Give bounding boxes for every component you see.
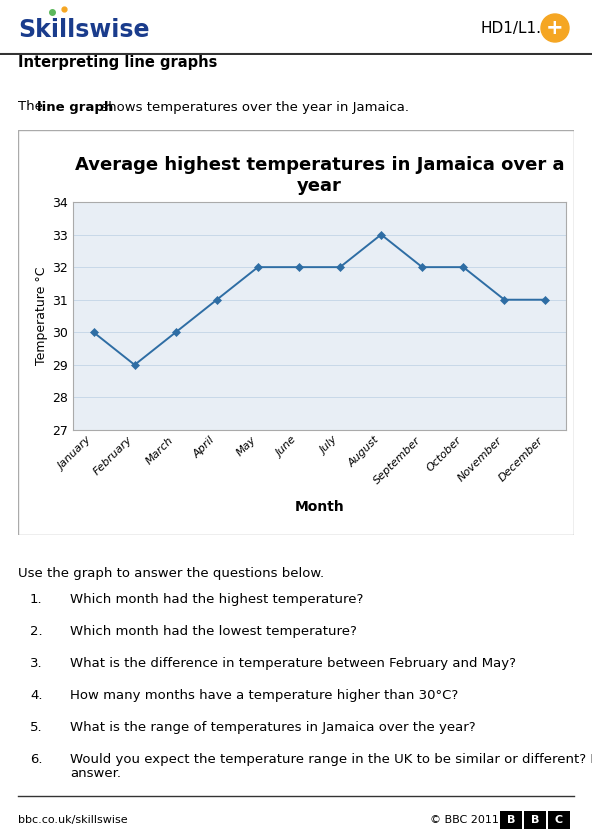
Text: Which month had the highest temperature?: Which month had the highest temperature? (70, 593, 363, 606)
Text: B: B (507, 815, 515, 825)
Text: answer.: answer. (70, 767, 121, 780)
Text: C: C (555, 815, 563, 825)
Text: 1.: 1. (30, 593, 43, 606)
Bar (548, 811, 570, 829)
Text: HD1/L1.1: HD1/L1.1 (480, 20, 551, 35)
Y-axis label: Temperature °C: Temperature °C (35, 266, 48, 365)
Text: bbc.co.uk/skillswise: bbc.co.uk/skillswise (18, 815, 128, 825)
Text: 5.: 5. (30, 721, 43, 734)
Text: Use the graph to answer the questions below.: Use the graph to answer the questions be… (18, 567, 324, 580)
Text: What is the difference in temperature between February and May?: What is the difference in temperature be… (70, 657, 516, 670)
Text: Interpreting line graphs: Interpreting line graphs (18, 54, 217, 70)
Text: What is the range of temperatures in Jamaica over the year?: What is the range of temperatures in Jam… (70, 721, 475, 734)
Circle shape (541, 14, 569, 42)
Text: 2.: 2. (30, 625, 43, 638)
Text: © BBC 2011: © BBC 2011 (430, 815, 499, 825)
Text: Skillswise: Skillswise (18, 18, 150, 42)
Text: 4.: 4. (30, 689, 43, 702)
Text: B: B (531, 815, 539, 825)
Text: Which month had the lowest temperature?: Which month had the lowest temperature? (70, 625, 357, 638)
Text: How many months have a temperature higher than 30°C?: How many months have a temperature highe… (70, 689, 458, 702)
Text: The: The (18, 101, 47, 113)
Text: line graph: line graph (37, 101, 113, 113)
Text: Would you expect the temperature range in the UK to be similar or different? Exp: Would you expect the temperature range i… (70, 753, 592, 766)
Text: +: + (546, 18, 564, 38)
Bar (524, 811, 546, 829)
Bar (500, 811, 522, 829)
Text: 3.: 3. (30, 657, 43, 670)
Title: Average highest temperatures in Jamaica over a
year: Average highest temperatures in Jamaica … (75, 156, 564, 195)
Text: 6.: 6. (30, 753, 43, 766)
X-axis label: Month: Month (295, 499, 345, 514)
Text: shows temperatures over the year in Jamaica.: shows temperatures over the year in Jama… (97, 101, 409, 113)
